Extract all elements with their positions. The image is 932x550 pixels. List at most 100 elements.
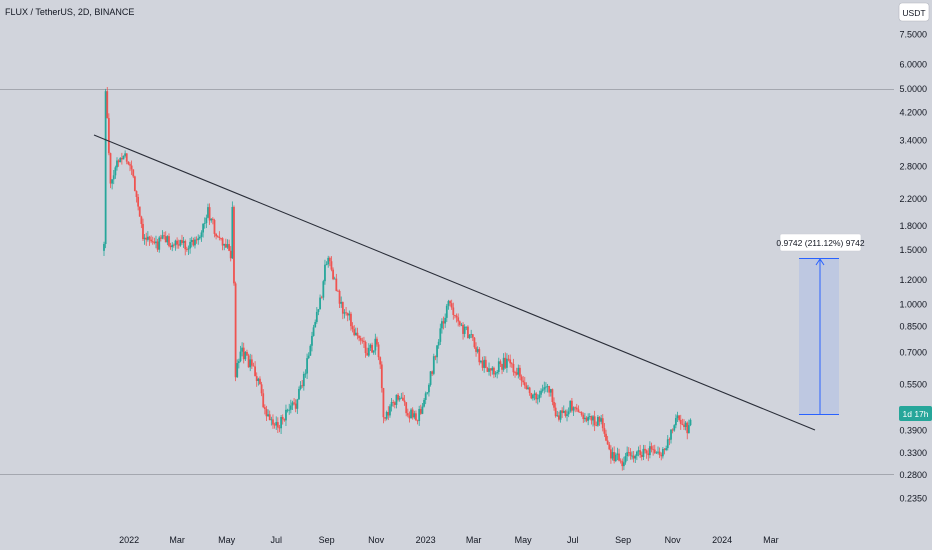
candle-body [332, 269, 334, 280]
candle-body [452, 307, 455, 315]
candle-body [195, 239, 198, 241]
candle-body [293, 402, 295, 404]
candle-body [566, 414, 568, 416]
candle-body [145, 237, 148, 240]
candle-body [268, 414, 271, 421]
candle-body [484, 359, 487, 369]
candle-body [338, 290, 341, 304]
candle-body [626, 452, 629, 457]
candle-body [133, 176, 136, 192]
candle-body [470, 334, 473, 335]
candle-body [483, 359, 486, 368]
candle-body [491, 367, 494, 371]
candle-body [652, 449, 655, 451]
candle-series [103, 87, 692, 471]
candle-body [192, 240, 195, 246]
candle-body [600, 418, 603, 422]
candle-body [103, 243, 105, 251]
candle-body [419, 408, 422, 414]
candle-body [252, 365, 255, 367]
candle-body [233, 206, 235, 284]
candle-body [642, 448, 645, 457]
candle-body [493, 367, 495, 375]
candle-body [346, 313, 349, 316]
time-tick-label: Nov [368, 535, 385, 545]
trendline[interactable] [93, 134, 816, 431]
candle-body [679, 419, 682, 424]
time-tick-label: 2023 [416, 535, 436, 545]
time-axis[interactable]: 2022 Mar May Jul Sep Nov 2023 Mar May Jul Sep Nov 20… [119, 535, 779, 545]
chart-title: FLUX / TetherUS, 2D, BINANCE [5, 7, 134, 17]
candle-body [538, 394, 541, 399]
candle-body [263, 407, 266, 409]
candle-body [317, 309, 320, 312]
candle-body [286, 409, 289, 411]
candle-body [605, 433, 607, 441]
candle-body [231, 206, 234, 259]
candle-body [270, 419, 273, 421]
candle-body [169, 245, 172, 248]
candle-body [392, 402, 395, 403]
candle-body [463, 326, 466, 334]
candle-body [571, 400, 573, 411]
time-tick-label: Jul [567, 535, 579, 545]
price-tick-label: 1.8000 [899, 221, 927, 231]
candle-body [151, 241, 154, 243]
candle-body [203, 223, 206, 224]
candle-body [674, 418, 677, 426]
candle-body [107, 118, 110, 154]
currency-badge[interactable] [898, 2, 930, 22]
candle-body [294, 403, 297, 409]
candle-body [596, 416, 599, 426]
price-tick-label: 1.0000 [899, 300, 927, 310]
candle-body [488, 368, 490, 372]
candle-body [681, 423, 684, 425]
candle-body [598, 416, 601, 422]
candle-body [536, 398, 539, 400]
candle-body [155, 241, 157, 244]
price-tick-label: 7.5000 [899, 30, 927, 40]
candle-body [156, 241, 159, 250]
price-range-box[interactable] [799, 258, 839, 414]
price-range-tool[interactable]: 0.9742 (211.12%) 9742 [776, 233, 865, 415]
price-axis[interactable]: USDT 7.5000 6.0000 5.0000 4.2000 3.4000 2.800… [898, 2, 932, 503]
candle-body [441, 321, 443, 329]
candle-body [272, 419, 274, 425]
candle-body [644, 448, 646, 451]
candle-body [634, 455, 637, 459]
candle-body [122, 155, 125, 160]
candle-body [504, 357, 507, 368]
candle-body [254, 366, 256, 377]
candle-body [283, 419, 286, 421]
candle-body [168, 236, 170, 246]
candle-body [678, 415, 681, 420]
candle-body [182, 240, 185, 243]
candle-body [350, 313, 352, 327]
candle-body [629, 452, 632, 456]
candle-body [489, 368, 492, 371]
candle-body [241, 347, 243, 352]
candle-body [393, 402, 396, 405]
price-tick-label: 0.3300 [899, 448, 927, 458]
candle-body [583, 417, 586, 420]
candle-body [501, 364, 503, 370]
candle-body [673, 425, 676, 431]
price-tick-label: 0.3900 [899, 426, 927, 436]
candle-body [211, 218, 214, 220]
price-tick-label: 0.2350 [899, 493, 927, 503]
candle-body [216, 236, 219, 238]
candle-body [413, 413, 416, 418]
candle-body [135, 191, 138, 197]
candle-body [559, 410, 562, 420]
candle-body [645, 450, 648, 454]
candle-body [460, 324, 463, 326]
candle-body [229, 250, 232, 259]
candle-body [278, 427, 281, 429]
candle-body [637, 450, 640, 452]
candle-body [437, 341, 440, 346]
candle-body [189, 241, 192, 249]
candle-body [522, 380, 525, 383]
candle-body [109, 153, 112, 184]
